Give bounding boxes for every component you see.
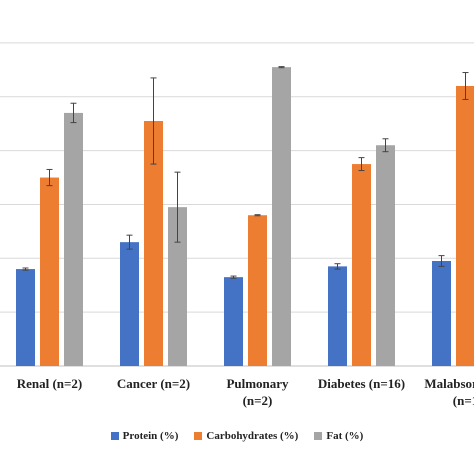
legend-item-fat: Fat (%) bbox=[314, 430, 363, 442]
legend-swatch-carbohydrates bbox=[194, 432, 203, 440]
bar bbox=[64, 112, 83, 366]
bar bbox=[432, 261, 451, 366]
x-axis-labels: Renal (n=2) Cancer (n=2) Pulmonary (n=2) Dia… bbox=[17, 376, 474, 408]
legend-swatch-fat bbox=[314, 432, 323, 440]
bar bbox=[352, 164, 371, 366]
x-tick-label: Malabsorption(n=1 bbox=[424, 376, 474, 408]
bar bbox=[144, 121, 163, 366]
legend: Protein (%) Carbohydrates (%) Fat (%) bbox=[0, 430, 474, 442]
x-tick-label: Diabetes (n=16) bbox=[318, 376, 405, 391]
bar bbox=[224, 277, 243, 366]
bar bbox=[120, 242, 139, 366]
bar bbox=[168, 207, 187, 366]
x-tick-label: Cancer (n=2) bbox=[117, 376, 190, 391]
bar bbox=[328, 266, 347, 366]
legend-label-protein: Protein (%) bbox=[122, 430, 179, 442]
x-tick-label: Pulmonary (n=2) bbox=[226, 376, 289, 408]
bar bbox=[376, 145, 395, 366]
x-tick-label: Renal (n=2) bbox=[17, 376, 83, 391]
legend-item-protein: Protein (%) bbox=[110, 430, 179, 442]
bar bbox=[456, 86, 474, 366]
bar bbox=[40, 177, 59, 366]
legend-swatch-protein bbox=[110, 432, 119, 440]
legend-label-fat: Fat (%) bbox=[326, 430, 364, 442]
bar bbox=[248, 215, 267, 366]
bar bbox=[272, 67, 291, 367]
bars bbox=[16, 66, 474, 367]
legend-label-carbohydrates: Carbohydrates (%) bbox=[206, 430, 299, 442]
bar bbox=[16, 269, 35, 366]
legend-item-carbohydrates: Carbohydrates (%) bbox=[194, 430, 298, 442]
